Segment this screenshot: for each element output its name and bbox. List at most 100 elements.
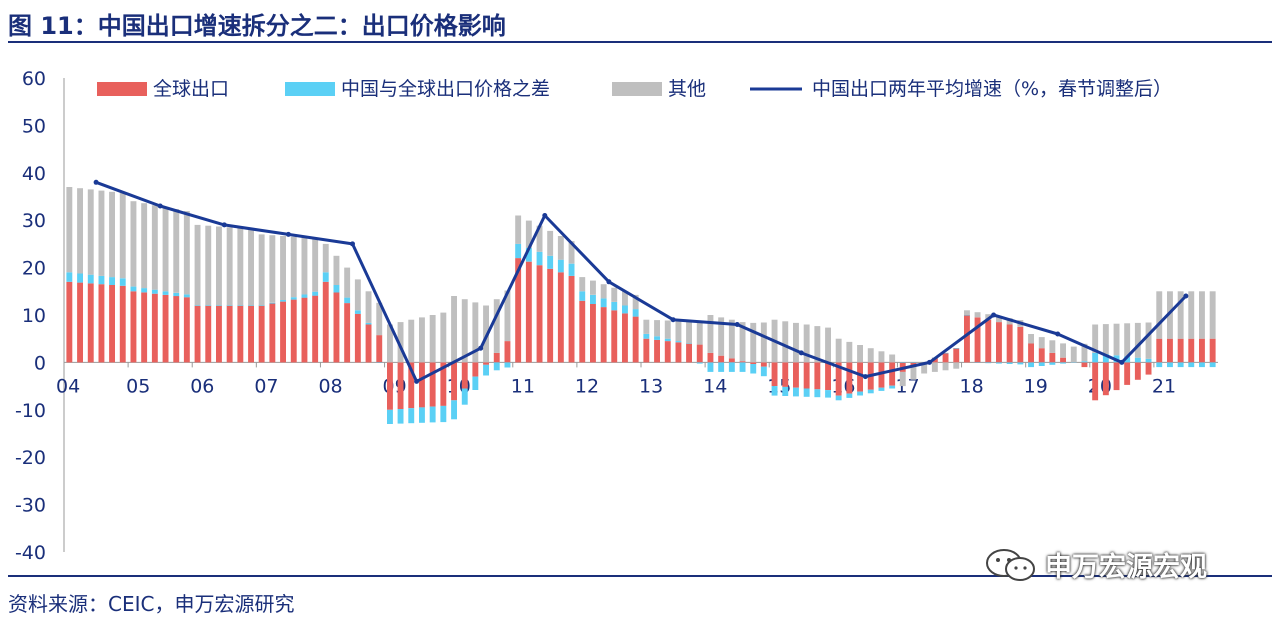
bar-other [728, 319, 735, 359]
bar-price [77, 273, 83, 283]
line-point [285, 231, 291, 237]
bar-global [696, 344, 703, 363]
bar-price [568, 263, 575, 276]
bar-other [237, 228, 244, 306]
bar-price [1006, 362, 1013, 364]
line-point [798, 350, 804, 356]
bar-global [590, 303, 596, 363]
bar-other [290, 236, 297, 298]
bar-global [322, 281, 329, 363]
line-point [221, 222, 227, 228]
bar-other [889, 354, 896, 363]
bar-global [1113, 362, 1120, 391]
bar-global [1134, 362, 1141, 380]
bar-global [483, 362, 489, 365]
bar-price [878, 387, 885, 391]
bar-global [568, 275, 575, 363]
bar-global [1145, 362, 1152, 375]
y-tick-label: 30 [22, 210, 46, 232]
bar-other [707, 315, 714, 353]
bar-price [98, 275, 105, 285]
bar-price [1188, 362, 1195, 368]
bar-other [675, 320, 682, 341]
bar-global [194, 305, 201, 363]
bar-global [643, 338, 650, 363]
bar-global [1199, 338, 1205, 363]
bar-price [803, 388, 810, 397]
bar-global [686, 343, 692, 363]
lines [93, 179, 1189, 384]
bar-other [931, 362, 938, 372]
bar-global [365, 324, 372, 363]
bar-global [525, 261, 532, 363]
y-tick-label: -10 [15, 400, 46, 422]
bar-price [675, 341, 682, 343]
x-tick-label: 11 [511, 375, 535, 397]
bar-global [1188, 338, 1195, 363]
bar-price [953, 348, 960, 349]
bar-other [1049, 340, 1056, 353]
bar-price [1145, 358, 1152, 363]
bar-price [1124, 356, 1131, 363]
bar-price [793, 387, 799, 397]
line-point [606, 279, 612, 285]
y-tick-label: 60 [22, 68, 46, 90]
bar-other [1113, 323, 1120, 356]
bar-global [162, 294, 169, 363]
bar-other [344, 267, 351, 298]
bar-price [237, 305, 244, 306]
bar-global [814, 362, 821, 390]
bar-other [312, 238, 319, 292]
legend-swatch-global [97, 82, 147, 96]
bar-other [77, 188, 83, 274]
bar-other [803, 324, 810, 363]
x-tick-label: 19 [1024, 375, 1048, 397]
bar-global [547, 268, 554, 363]
bar-price [1070, 362, 1077, 363]
series-line-growth [95, 180, 1187, 383]
bar-other [1199, 291, 1205, 339]
bar-other [408, 319, 415, 363]
bar-global [419, 362, 425, 408]
y-tick-label: -20 [15, 447, 46, 469]
bar-global [98, 284, 105, 363]
bar-other [365, 291, 372, 323]
bar-price [718, 362, 725, 372]
bar-price [996, 362, 1002, 364]
bar-global [77, 282, 83, 363]
bar-other [814, 326, 821, 363]
legend: 全球出口 中国与全球出口价格之差 其他 中国出口两年平均增速（%，春节调整后） [97, 78, 1172, 100]
bar-other [504, 290, 511, 342]
bar-other [322, 243, 329, 273]
x-tick-label: 07 [254, 375, 278, 397]
bar-global [333, 292, 340, 363]
bar-other [66, 187, 73, 273]
bar-global [889, 362, 896, 386]
bar-price [771, 386, 778, 396]
bar-other [1124, 323, 1131, 357]
bar-other [354, 279, 361, 311]
bar-price [686, 343, 692, 344]
bar-other [387, 324, 393, 363]
bar-price [696, 362, 703, 364]
bar-other [1028, 334, 1034, 344]
bar-global [130, 291, 137, 363]
bar-other [1092, 324, 1099, 353]
bar-other [611, 287, 618, 302]
bar-other [622, 291, 628, 306]
bar-other [1070, 346, 1077, 363]
bar-other [1156, 291, 1163, 339]
bar-price [889, 385, 896, 389]
x-tick-label: 04 [56, 375, 80, 397]
bar-other [782, 321, 789, 363]
bar-price [835, 395, 842, 401]
bar-price [301, 294, 308, 298]
bar-global [237, 305, 244, 363]
bar-global [1038, 348, 1045, 363]
bar-price [216, 305, 222, 306]
bar-price [365, 322, 372, 325]
bar-other [910, 367, 917, 380]
bar-price [1060, 362, 1066, 364]
bar-price [782, 386, 789, 396]
bar-global [119, 285, 126, 363]
